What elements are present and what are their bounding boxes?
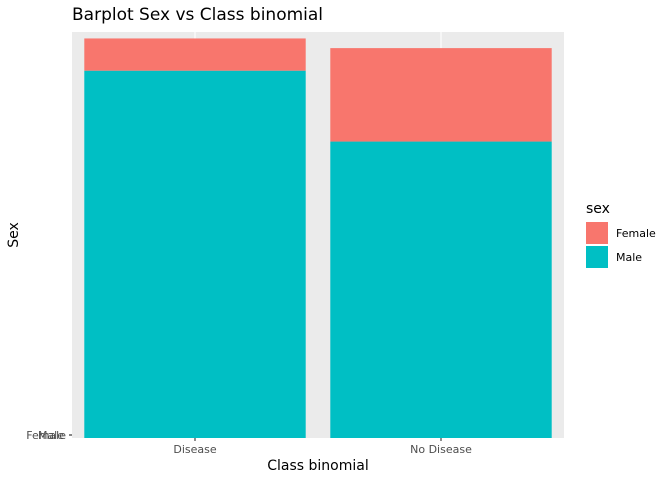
legend-items: Female Male [586, 222, 656, 268]
legend-swatch [586, 246, 608, 268]
bar-segment [330, 48, 552, 142]
x-tick-label: No Disease [410, 443, 472, 456]
bar-segment [84, 70, 306, 439]
legend-label: Female [616, 227, 656, 240]
x-tick-label: Disease [173, 443, 216, 456]
y-axis-title: Sex [6, 222, 22, 248]
y-tick-label: Male [38, 429, 64, 442]
chart-title: Barplot Sex vs Class binomial [72, 5, 323, 25]
bars-layer [84, 38, 552, 439]
bar-segment [330, 141, 552, 439]
x-axis-ticks: Disease No Disease [173, 438, 472, 456]
x-axis-title: Class binomial [267, 458, 369, 474]
y-tick-label: Female [26, 429, 66, 442]
legend: sex Female Male [586, 201, 656, 268]
bar-segment [84, 38, 306, 71]
legend-label: Male [616, 251, 642, 264]
legend-swatch [586, 222, 608, 244]
legend-title: sex [586, 201, 610, 217]
